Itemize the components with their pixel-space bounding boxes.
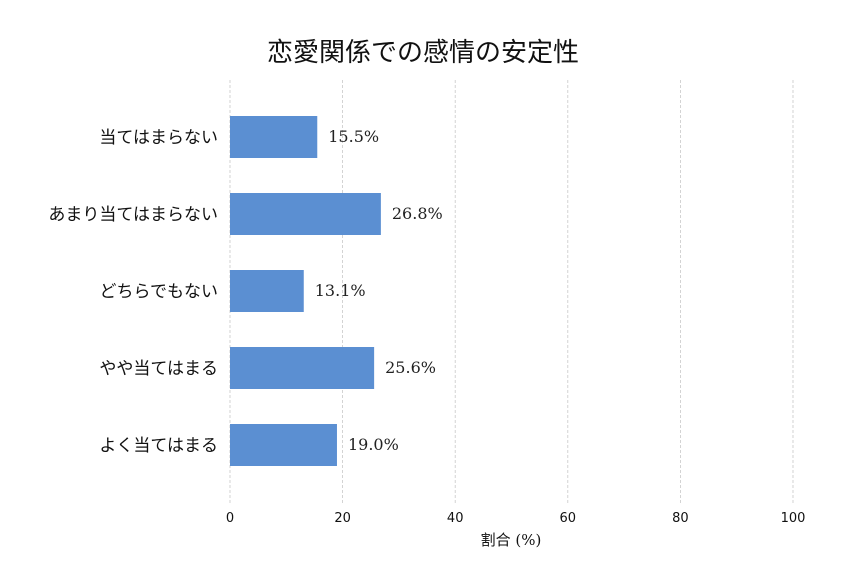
category-label-1: 当てはまらない: [99, 128, 218, 148]
value-label-4: 25.6%: [385, 358, 436, 377]
x-tick-80: 80: [672, 511, 689, 526]
x-tick-60: 60: [560, 511, 577, 526]
bar-2: [230, 193, 381, 235]
value-label-5: 19.0%: [348, 435, 399, 454]
x-tick-20: 20: [334, 511, 351, 526]
value-labels: 15.5% 26.8% 13.1% 25.6% 19.0%: [315, 127, 443, 454]
value-label-1: 15.5%: [328, 127, 379, 146]
chart-title: 恋愛関係での感情の安定性: [267, 38, 579, 68]
bar-5: [230, 424, 337, 466]
category-label-3: どちらでもない: [100, 282, 219, 302]
x-tick-40: 40: [447, 511, 464, 526]
x-tick-labels: 0 20 40 60 80 100: [226, 511, 806, 526]
category-label-5: よく当てはまる: [99, 436, 218, 456]
x-tick-100: 100: [781, 511, 806, 526]
bars: [230, 116, 381, 466]
value-label-3: 13.1%: [315, 281, 366, 300]
bar-4: [230, 347, 375, 389]
bar-3: [230, 270, 304, 312]
x-tick-0: 0: [226, 511, 234, 526]
category-label-2: あまり当てはまらない: [48, 205, 218, 225]
value-label-2: 26.8%: [392, 204, 443, 223]
category-label-4: やや当てはまる: [99, 359, 218, 379]
bar-1: [230, 116, 318, 158]
x-axis-label: 割合 (%): [481, 531, 542, 549]
